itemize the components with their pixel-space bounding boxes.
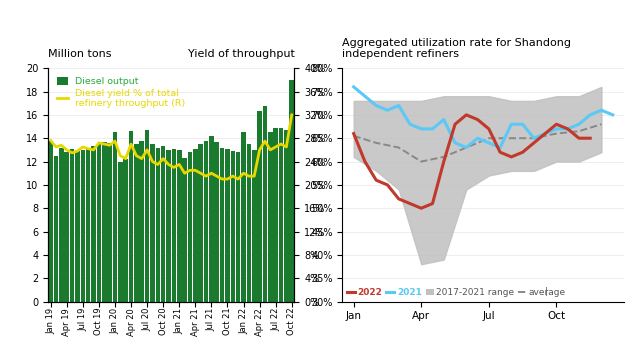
Bar xyxy=(172,149,176,302)
Bar xyxy=(193,149,198,302)
Bar xyxy=(92,146,96,302)
Bar xyxy=(241,132,246,302)
Bar xyxy=(129,131,133,302)
Bar xyxy=(124,159,128,302)
Bar xyxy=(140,140,144,302)
Bar xyxy=(177,150,182,302)
Bar xyxy=(65,152,69,302)
Bar xyxy=(236,152,241,302)
Text: Aggregated utilization rate for Shandong
independent refiners: Aggregated utilization rate for Shandong… xyxy=(342,38,572,59)
Bar xyxy=(150,144,155,302)
Bar xyxy=(209,136,214,302)
Bar xyxy=(252,150,257,302)
Bar xyxy=(156,148,160,302)
Bar xyxy=(182,158,187,302)
Bar xyxy=(273,128,278,302)
Bar xyxy=(145,130,149,302)
Bar xyxy=(230,151,235,302)
Bar xyxy=(81,150,85,302)
Bar xyxy=(204,140,208,302)
Bar xyxy=(257,111,262,302)
Text: |: | xyxy=(545,287,548,296)
Legend: 2022, 2021, 2017-2021 range, average: 2022, 2021, 2017-2021 range, average xyxy=(347,288,566,297)
Bar xyxy=(214,142,219,302)
Legend: Diesel output, Diesel yield % of total
refinery throughput (R): Diesel output, Diesel yield % of total r… xyxy=(52,73,189,112)
Bar xyxy=(220,148,225,302)
Bar xyxy=(198,144,203,302)
Bar xyxy=(70,149,74,302)
Bar xyxy=(134,144,139,302)
Bar xyxy=(75,151,80,302)
Bar xyxy=(262,106,268,302)
Text: Yield of throughput: Yield of throughput xyxy=(188,49,294,59)
Bar xyxy=(188,152,192,302)
Bar xyxy=(279,128,284,302)
Bar xyxy=(86,148,90,302)
Bar xyxy=(166,150,171,302)
Bar xyxy=(161,146,166,302)
Bar xyxy=(108,143,112,302)
Bar xyxy=(284,130,289,302)
Text: Million tons: Million tons xyxy=(48,49,111,59)
Bar xyxy=(225,149,230,302)
Bar xyxy=(49,140,53,302)
Bar xyxy=(97,144,101,302)
Bar xyxy=(118,162,123,302)
Bar xyxy=(59,148,63,302)
Bar xyxy=(246,144,251,302)
Bar xyxy=(113,132,117,302)
Bar xyxy=(268,132,273,302)
Bar xyxy=(102,142,106,302)
Bar xyxy=(54,156,58,302)
Bar xyxy=(289,80,294,302)
